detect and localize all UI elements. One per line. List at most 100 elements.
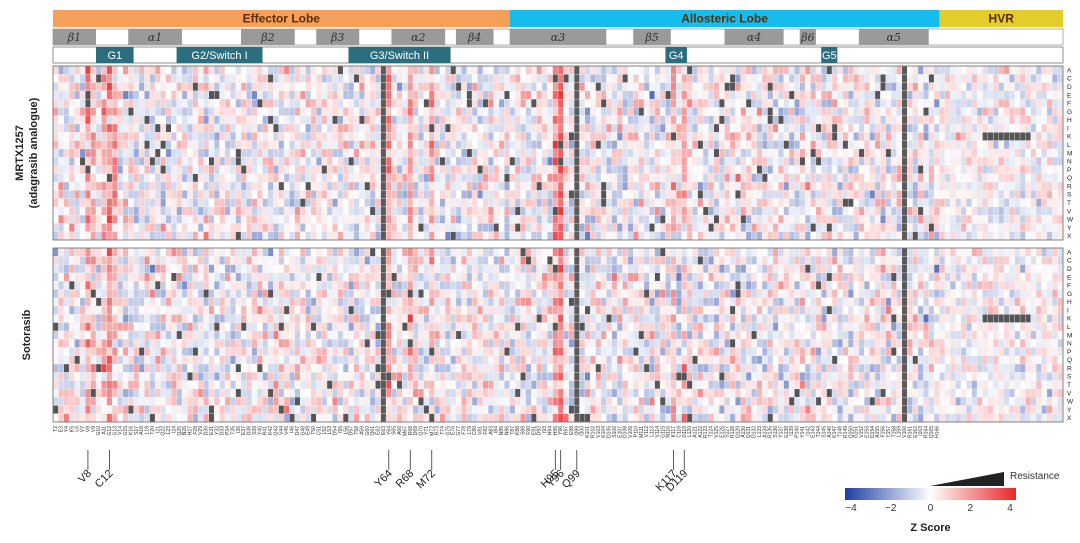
heatmap-cell <box>842 107 848 116</box>
heatmap-cell <box>257 149 263 157</box>
heatmap-cell <box>805 82 811 91</box>
heatmap-cell <box>273 281 279 290</box>
heatmap-cell <box>166 264 171 273</box>
heatmap-cell <box>251 66 257 75</box>
heatmap-cell <box>160 380 166 389</box>
heatmap-cell <box>671 107 676 116</box>
heatmap-cell <box>155 207 161 215</box>
heatmap-cell <box>359 149 365 157</box>
heatmap-cell <box>740 165 746 174</box>
heatmap-cell <box>117 372 123 381</box>
heatmap-cell <box>294 281 300 290</box>
heatmap-cell <box>579 91 585 99</box>
heatmap-cell <box>171 157 177 166</box>
heatmap-cell <box>767 82 773 91</box>
heatmap-cell <box>756 107 762 116</box>
heatmap-cell <box>397 173 403 182</box>
heatmap-cell <box>96 397 102 406</box>
heatmap-cell <box>284 297 290 306</box>
heatmap-cell <box>311 157 317 166</box>
heatmap-cell <box>520 231 526 240</box>
heatmap-cell <box>536 74 542 83</box>
heatmap-cell <box>654 99 660 108</box>
heatmap-cell <box>907 74 913 83</box>
heatmap-cell <box>90 207 96 215</box>
heatmap-cell <box>246 157 252 166</box>
heatmap-cell <box>982 207 988 215</box>
heatmap-cell <box>198 99 204 108</box>
heatmap-cell <box>63 355 69 364</box>
heatmap-cell <box>235 74 241 83</box>
heatmap-cell <box>53 91 59 99</box>
heatmap-cell <box>638 149 644 157</box>
heatmap-cell <box>816 165 822 174</box>
heatmap-cell <box>504 165 510 174</box>
heatmap-cell <box>123 198 129 207</box>
heatmap-cell <box>558 215 564 224</box>
heatmap-cell <box>284 380 290 389</box>
heatmap-cell <box>525 115 531 124</box>
heatmap-cell <box>466 99 472 108</box>
heatmap-cell <box>708 82 714 91</box>
heatmap-cell <box>359 190 365 199</box>
heatmap-cell <box>413 82 419 91</box>
heatmap-cell <box>300 157 306 166</box>
heatmap-cell <box>80 347 86 356</box>
heatmap-cell <box>579 140 585 149</box>
heatmap-cell <box>977 231 983 240</box>
heatmap-cell <box>891 140 897 149</box>
heatmap-cell <box>697 115 703 124</box>
heatmap-cell <box>128 297 134 306</box>
heatmap-cell <box>799 107 805 116</box>
heatmap-cell <box>590 223 596 232</box>
heatmap-cell <box>354 223 360 232</box>
heatmap-cell <box>370 115 376 124</box>
heatmap-cell <box>574 149 580 157</box>
heatmap-cell <box>993 157 999 166</box>
heatmap-cell <box>896 182 902 191</box>
heatmap-cell <box>311 91 317 99</box>
heatmap-cell <box>219 124 225 133</box>
heatmap-cell <box>284 157 290 166</box>
heatmap-cell <box>799 82 805 91</box>
heatmap-cell <box>896 82 902 91</box>
heatmap-cell <box>585 165 591 174</box>
heatmap-cell <box>907 157 913 166</box>
heatmap-cell <box>305 124 311 133</box>
heatmap-cell <box>585 91 591 99</box>
heatmap-cell <box>740 99 746 108</box>
heatmap-cell <box>343 223 349 232</box>
heatmap-cell <box>456 149 462 157</box>
heatmap-cell <box>756 165 762 174</box>
heatmap-cell <box>155 99 161 108</box>
heatmap-cell <box>203 364 209 373</box>
heatmap-cell <box>885 149 891 157</box>
heatmap-cell <box>155 198 161 207</box>
heatmap-cell <box>69 297 75 306</box>
heatmap-cell <box>96 322 102 331</box>
heatmap-cell <box>58 207 64 215</box>
heatmap-cell <box>101 223 107 232</box>
heatmap-cell <box>278 389 284 397</box>
heatmap-cell <box>579 207 585 215</box>
heatmap-cell <box>1009 74 1015 83</box>
heatmap-cell <box>123 413 129 422</box>
heatmap-cell <box>891 132 897 141</box>
heatmap-cell <box>289 124 295 133</box>
heatmap-cell <box>354 207 360 215</box>
heatmap-cell <box>756 132 762 141</box>
heatmap-cell <box>413 149 419 157</box>
heatmap-cell <box>139 157 145 166</box>
heatmap-cell <box>950 107 956 116</box>
heatmap-cell <box>649 149 655 157</box>
heatmap-cell <box>568 198 574 207</box>
heatmap-cell <box>762 99 768 108</box>
row-label-D: D <box>1067 84 1072 91</box>
heatmap-cell <box>568 115 574 124</box>
heatmap-cell <box>520 124 526 133</box>
heatmap-cell <box>96 66 102 75</box>
heatmap-cell <box>687 173 693 182</box>
heatmap-cell <box>80 264 86 273</box>
heatmap-cell <box>703 107 709 116</box>
heatmap-cell <box>268 173 274 182</box>
